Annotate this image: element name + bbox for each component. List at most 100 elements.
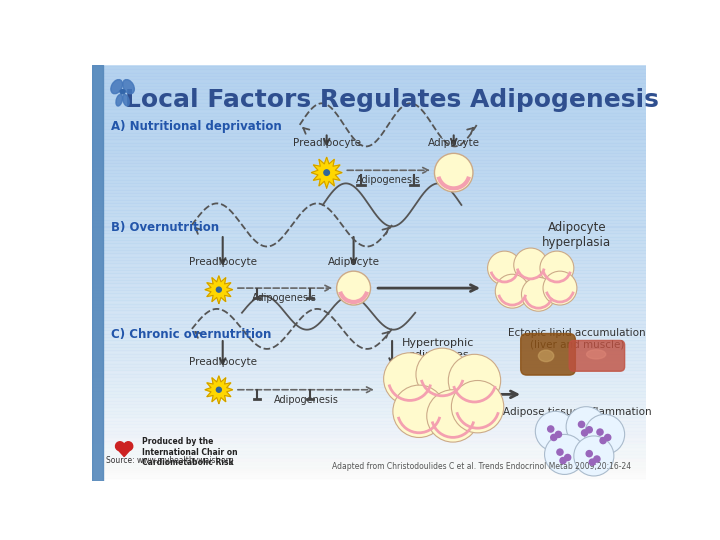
Bar xyxy=(92,186,647,187)
Bar xyxy=(92,443,647,444)
Bar xyxy=(92,401,647,402)
Bar xyxy=(92,93,647,94)
Bar xyxy=(92,308,647,309)
Text: Adipocyte: Adipocyte xyxy=(328,256,379,267)
Text: Ectopic lipid accumulation
(liver and muscle): Ectopic lipid accumulation (liver and mu… xyxy=(508,328,646,350)
Bar xyxy=(92,318,647,319)
Ellipse shape xyxy=(122,94,129,106)
Bar xyxy=(92,444,647,445)
Bar xyxy=(92,312,647,313)
Bar xyxy=(92,188,647,189)
Circle shape xyxy=(586,427,593,433)
Bar xyxy=(92,319,647,320)
Bar xyxy=(92,433,647,434)
Bar xyxy=(92,174,647,175)
Bar xyxy=(92,292,647,293)
Bar xyxy=(92,264,647,265)
Bar xyxy=(92,397,647,398)
Bar xyxy=(92,208,647,209)
Bar xyxy=(92,194,647,195)
Bar xyxy=(92,84,647,85)
Bar xyxy=(92,335,647,336)
Bar xyxy=(92,306,647,307)
Bar xyxy=(92,331,647,332)
Bar xyxy=(92,425,647,426)
Circle shape xyxy=(589,459,595,465)
Bar xyxy=(92,180,647,181)
Bar xyxy=(92,372,647,373)
Bar xyxy=(92,132,647,133)
Circle shape xyxy=(594,456,600,462)
Bar xyxy=(92,442,647,443)
Circle shape xyxy=(582,430,588,436)
Bar xyxy=(92,142,647,143)
Polygon shape xyxy=(115,447,132,457)
Bar xyxy=(92,74,647,75)
Bar xyxy=(92,91,647,92)
Bar xyxy=(92,378,647,379)
Bar xyxy=(92,151,647,152)
Text: Preadipocyte: Preadipocyte xyxy=(292,138,361,148)
Bar xyxy=(92,393,647,394)
Bar xyxy=(92,354,647,355)
Circle shape xyxy=(324,170,330,176)
Bar xyxy=(92,343,647,345)
FancyBboxPatch shape xyxy=(521,334,575,375)
Bar xyxy=(92,126,647,127)
Ellipse shape xyxy=(111,79,122,94)
Bar xyxy=(92,458,647,459)
Bar xyxy=(92,154,647,155)
Bar xyxy=(92,370,647,372)
Bar xyxy=(92,94,647,95)
Bar xyxy=(92,173,647,174)
Bar xyxy=(92,321,647,322)
Bar xyxy=(92,315,647,316)
Bar xyxy=(92,369,647,370)
Bar xyxy=(92,226,647,227)
Bar xyxy=(92,417,647,418)
Bar xyxy=(92,287,647,288)
Bar xyxy=(92,407,647,408)
Bar xyxy=(92,205,647,206)
Bar xyxy=(92,342,647,343)
Bar xyxy=(92,163,647,164)
Bar xyxy=(92,92,647,93)
Bar xyxy=(92,471,647,472)
Bar xyxy=(92,178,647,179)
Bar xyxy=(92,77,647,78)
Bar xyxy=(92,217,647,218)
Bar xyxy=(92,65,102,481)
Bar xyxy=(92,456,647,457)
Bar xyxy=(92,375,647,376)
Bar xyxy=(92,400,647,401)
Bar xyxy=(92,105,647,106)
Bar xyxy=(92,245,647,246)
Bar xyxy=(92,73,647,74)
Bar xyxy=(92,436,647,437)
Bar xyxy=(92,100,647,101)
Circle shape xyxy=(544,434,585,475)
Bar xyxy=(92,81,647,82)
Circle shape xyxy=(578,421,585,428)
Bar xyxy=(92,241,647,242)
Bar xyxy=(92,469,647,470)
Bar xyxy=(92,119,647,120)
Bar xyxy=(92,199,647,200)
Bar xyxy=(92,460,647,461)
Bar xyxy=(92,192,647,193)
Circle shape xyxy=(384,353,436,405)
Bar xyxy=(92,448,647,449)
Bar xyxy=(92,429,647,430)
Polygon shape xyxy=(205,376,233,403)
Bar xyxy=(92,402,647,403)
Bar xyxy=(92,356,647,357)
Bar xyxy=(92,340,647,341)
Bar xyxy=(92,122,647,123)
Text: Adapted from Christodoulides C et al. Trends Endocrinol Metab 2009;20:16-24: Adapted from Christodoulides C et al. Tr… xyxy=(332,462,631,471)
Circle shape xyxy=(216,387,221,392)
Bar xyxy=(92,461,647,462)
Text: Adipogenesis: Adipogenesis xyxy=(356,175,420,185)
Bar xyxy=(92,112,647,113)
Bar xyxy=(92,197,647,198)
Bar xyxy=(92,476,647,477)
